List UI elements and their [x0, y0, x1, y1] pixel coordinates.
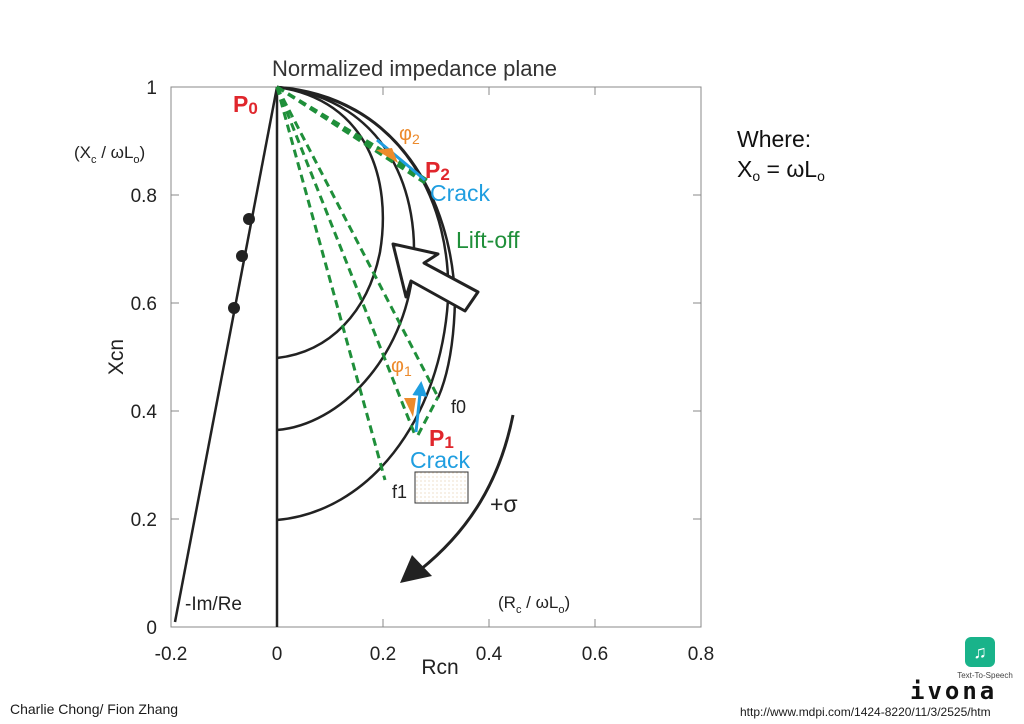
- p1-crack-label: Crack: [410, 447, 471, 473]
- p1-label: P1: [429, 425, 454, 452]
- lift-off-line-8: [376, 145, 428, 182]
- y-tick-label: 0.2: [131, 510, 157, 531]
- phi1-wedge: [404, 398, 416, 417]
- x-axis-note: (Rc / ωLo): [498, 593, 570, 616]
- y-tick-label: 0: [146, 618, 157, 639]
- lift-off-line-3: [275, 86, 440, 398]
- x-axis-label: Rcn: [421, 656, 458, 679]
- where-note: Where: Xo = ωLo: [737, 124, 825, 191]
- y-axis-label: Xcn: [105, 339, 128, 375]
- y-tick-label: 0.4: [131, 402, 158, 423]
- lift-off-line-1: [275, 86, 387, 481]
- x-axis-ticks: -0.2 0 0.2 0.4 0.6 0.8: [155, 87, 714, 665]
- y-axis-ticks: 0 0.2 0.4 0.6 0.8 1: [131, 78, 701, 639]
- im-re-point-1: [243, 213, 255, 225]
- impedance-arc-outer: [276, 85, 457, 399]
- ivona-logo: ivona: [910, 677, 998, 705]
- lift-off-line-6: [276, 85, 378, 149]
- y-tick-label: 0.6: [131, 294, 157, 315]
- y-axis-note: (Xc / ωLo): [74, 143, 145, 166]
- phi2-label: φ2: [399, 123, 420, 147]
- x-tick-label: 0.2: [370, 644, 396, 665]
- x-tick-label: -0.2: [155, 644, 188, 665]
- plot-frame: [170, 86, 702, 628]
- phi2-wedge: [376, 148, 398, 163]
- im-re-label: -Im/Re: [185, 594, 242, 615]
- x-tick-label: 0.4: [476, 644, 503, 665]
- sigma-arrow-curve: [419, 414, 515, 572]
- im-re-point-2: [236, 250, 248, 262]
- f1-label: f1: [392, 482, 407, 502]
- sigma-label: +σ: [490, 491, 518, 517]
- crack-vector-p1: [412, 381, 428, 433]
- xo-equation: Xo = ωLo: [737, 156, 825, 184]
- where-label: Where:: [737, 126, 812, 152]
- x-tick-label: 0.6: [582, 644, 608, 665]
- impedance-arc-small: [276, 85, 385, 360]
- lift-off-label: Lift-off: [456, 227, 520, 253]
- f0-label: f0: [451, 397, 466, 417]
- source-url[interactable]: http://www.mdpi.com/1424-8220/11/3/2525/…: [740, 705, 991, 719]
- x-tick-label: 0.8: [688, 644, 714, 665]
- lift-off-lines: [275, 85, 440, 481]
- diagram-title: Normalized impedance plane: [272, 56, 557, 81]
- im-re-point-3: [228, 302, 240, 314]
- x-tick-label: 0: [272, 644, 283, 665]
- phi1-label: φ1: [391, 355, 412, 379]
- crack-vector-p2: [376, 138, 426, 182]
- y-tick-label: 1: [146, 78, 157, 99]
- hollow-arrow: [391, 242, 480, 313]
- p2-label: P2: [425, 157, 450, 184]
- p0-label: P0: [233, 91, 258, 118]
- dotted-box: [414, 471, 469, 504]
- ivona-tagline: Text-To-Speech: [957, 671, 1013, 680]
- im-re-line: [173, 86, 279, 623]
- author-credit: Charlie Chong/ Fion Zhang: [10, 701, 179, 717]
- lift-off-line-7: [416, 396, 440, 436]
- sigma-arrowhead: [400, 555, 432, 583]
- y-tick-label: 0.8: [131, 186, 157, 207]
- headphones-icon: ♫: [965, 637, 995, 667]
- lift-off-line-2: [275, 86, 417, 436]
- p2-crack-label: Crack: [430, 180, 491, 206]
